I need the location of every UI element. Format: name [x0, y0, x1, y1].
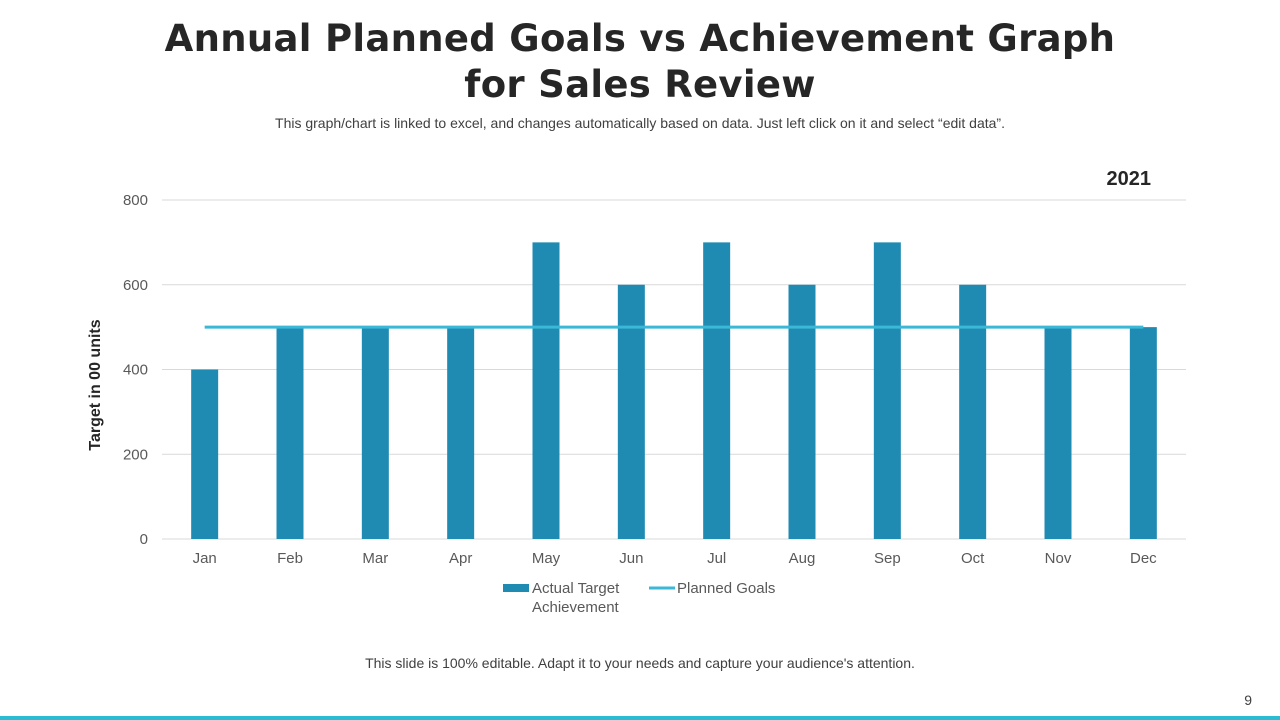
x-tick-label: Sep [874, 550, 901, 567]
y-tick-label: 0 [140, 531, 148, 548]
x-tick-label: Mar [362, 550, 388, 567]
bar-nov[interactable] [1044, 327, 1072, 539]
x-tick-label: Jul [707, 550, 726, 567]
x-tick-label: Apr [449, 550, 472, 567]
x-tick-label: May [532, 550, 561, 567]
bar-oct[interactable] [959, 284, 987, 539]
y-axis-title: Target in 00 units [87, 319, 104, 450]
bar-may[interactable] [532, 242, 560, 539]
legend-swatch-actual [503, 584, 529, 592]
x-tick-label: Feb [277, 550, 303, 567]
y-tick-label: 400 [123, 362, 148, 379]
x-tick-label: Aug [789, 550, 816, 567]
x-tick-label: Dec [1130, 550, 1157, 567]
x-tick-label: Nov [1045, 550, 1072, 567]
bar-jun[interactable] [617, 284, 645, 539]
bar-mar[interactable] [361, 327, 389, 539]
slide-subtitle: This graph/chart is linked to excel, and… [275, 115, 1005, 131]
bar-jul[interactable] [703, 242, 731, 539]
bar-jan[interactable] [191, 369, 219, 540]
page-number: 9 [1244, 692, 1252, 708]
legend-label-actual: Actual Target Achievement [532, 580, 620, 616]
x-tick-label: Jan [193, 550, 217, 567]
x-tick-label: Jun [619, 550, 643, 567]
bar-dec[interactable] [1129, 327, 1157, 539]
bar-sep[interactable] [873, 242, 901, 539]
bar-apr[interactable] [447, 327, 475, 539]
bottom-accent-bar [0, 716, 1280, 720]
y-tick-label: 200 [123, 446, 148, 463]
y-tick-label: 600 [123, 277, 148, 294]
footer-note: This slide is 100% editable. Adapt it to… [365, 655, 915, 671]
legend-label-planned: Planned Goals [677, 580, 775, 597]
bar-feb[interactable] [276, 327, 304, 539]
slide-title: Annual Planned Goals vs Achievement Grap… [164, 17, 1116, 106]
chart-year-label: 2021 [1107, 168, 1152, 190]
bar-aug[interactable] [788, 284, 816, 539]
x-tick-label: Oct [961, 550, 985, 567]
y-tick-label: 800 [123, 192, 148, 209]
